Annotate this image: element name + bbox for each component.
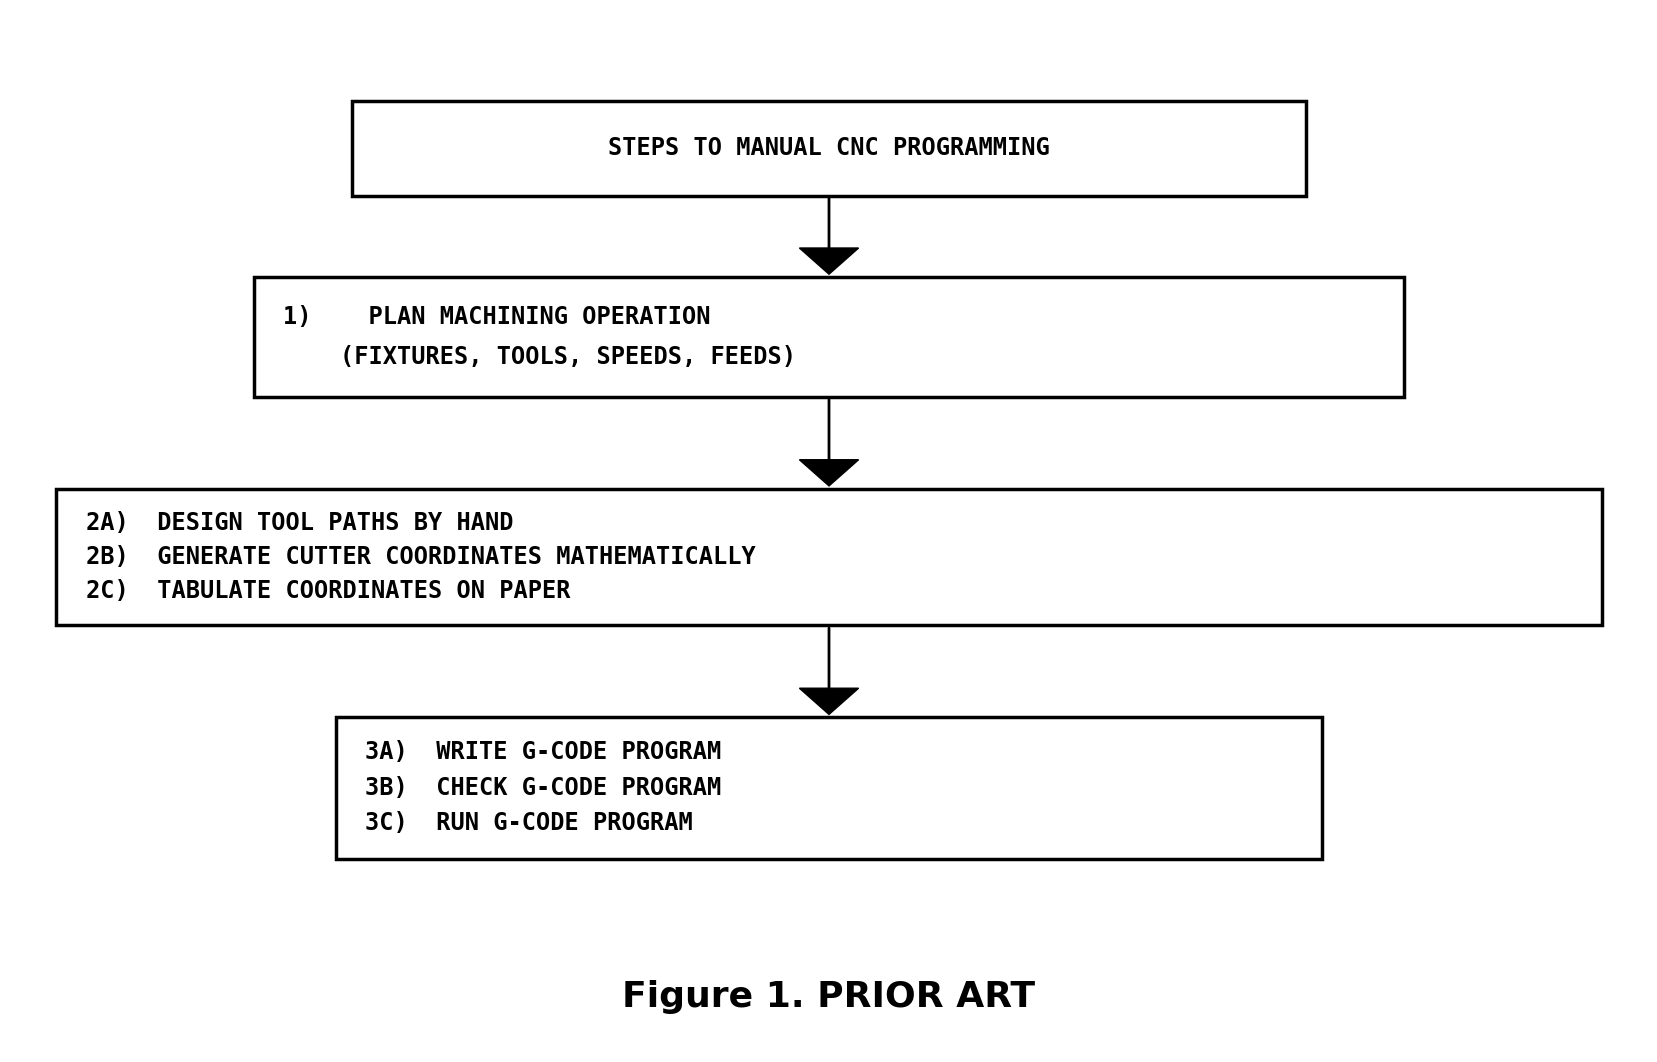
Text: 3C)  RUN G-CODE PROGRAM: 3C) RUN G-CODE PROGRAM: [365, 811, 693, 835]
Text: 3B)  CHECK G-CODE PROGRAM: 3B) CHECK G-CODE PROGRAM: [365, 775, 721, 800]
Bar: [336, 717, 1321, 858]
Text: 2B)  GENERATE CUTTER COORDINATES MATHEMATICALLY: 2B) GENERATE CUTTER COORDINATES MATHEMAT…: [86, 545, 756, 569]
Text: 2C)  TABULATE COORDINATES ON PAPER: 2C) TABULATE COORDINATES ON PAPER: [86, 579, 570, 603]
Polygon shape: [799, 688, 858, 715]
Text: 3A)  WRITE G-CODE PROGRAM: 3A) WRITE G-CODE PROGRAM: [365, 740, 721, 765]
Text: 2A)  DESIGN TOOL PATHS BY HAND: 2A) DESIGN TOOL PATHS BY HAND: [86, 511, 514, 535]
Polygon shape: [799, 460, 858, 486]
Polygon shape: [799, 249, 858, 274]
Text: 1)    PLAN MACHINING OPERATION: 1) PLAN MACHINING OPERATION: [283, 305, 711, 329]
Text: STEPS TO MANUAL CNC PROGRAMMING: STEPS TO MANUAL CNC PROGRAMMING: [608, 136, 1049, 160]
Text: Figure 1. PRIOR ART: Figure 1. PRIOR ART: [621, 980, 1036, 1014]
Bar: [56, 490, 1601, 626]
Bar: [254, 277, 1403, 397]
Bar: [351, 101, 1306, 195]
Text: (FIXTURES, TOOLS, SPEEDS, FEEDS): (FIXTURES, TOOLS, SPEEDS, FEEDS): [283, 345, 795, 370]
